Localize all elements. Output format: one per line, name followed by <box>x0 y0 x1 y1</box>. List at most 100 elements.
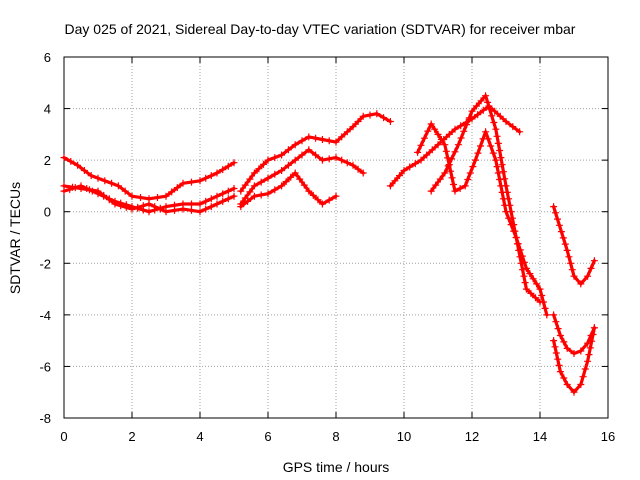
data-point <box>448 155 456 163</box>
data-point <box>162 192 170 200</box>
data-point <box>343 159 351 167</box>
data-point <box>162 208 170 216</box>
data-point <box>134 203 142 211</box>
data-point <box>587 264 595 272</box>
data-point <box>284 146 292 154</box>
data-point <box>568 266 576 274</box>
data-point <box>437 136 445 143</box>
data-point <box>501 175 509 183</box>
data-point <box>554 215 561 223</box>
data-point <box>538 292 546 299</box>
data-point <box>224 195 232 203</box>
data-point <box>447 167 455 175</box>
data-point <box>473 102 480 110</box>
data-point <box>291 169 299 177</box>
data-point <box>128 205 136 213</box>
data-point <box>219 166 227 174</box>
data-point <box>427 187 435 195</box>
data-point <box>448 174 456 182</box>
data-point <box>496 112 504 120</box>
data-point <box>529 275 537 283</box>
data-point <box>431 125 439 133</box>
data-point <box>502 182 510 190</box>
data-point <box>492 156 500 164</box>
data-point <box>202 205 210 213</box>
data-point <box>312 151 320 159</box>
y-tick-label: -2 <box>39 256 51 271</box>
data-point <box>508 214 516 222</box>
y-tick-label: 2 <box>44 153 51 168</box>
data-point <box>250 192 258 200</box>
data-point <box>202 197 210 205</box>
series-arc-10 <box>550 203 598 288</box>
data-point <box>567 259 575 267</box>
series-line <box>239 171 338 209</box>
data-point <box>325 137 333 145</box>
data-point <box>213 200 221 208</box>
data-point <box>499 168 507 176</box>
data-point <box>555 361 563 369</box>
data-point <box>554 355 562 363</box>
data-point <box>264 190 272 198</box>
data-point <box>428 146 436 154</box>
data-point <box>230 159 238 167</box>
data-point <box>380 114 388 122</box>
data-point <box>417 156 425 164</box>
data-point <box>260 160 267 168</box>
data-point <box>477 97 485 105</box>
chart-title: Day 025 of 2021, Sidereal Day-to-day VTE… <box>65 21 576 37</box>
data-point <box>442 147 450 155</box>
data-point <box>491 107 499 115</box>
data-point <box>560 338 568 346</box>
data-point <box>570 388 578 396</box>
data-point <box>434 130 442 138</box>
data-point <box>584 357 592 365</box>
data-point <box>359 169 367 177</box>
data-point <box>250 182 258 190</box>
x-tick-label: 6 <box>264 429 271 444</box>
data-point <box>536 285 544 293</box>
data-point <box>441 169 449 177</box>
data-point <box>457 134 465 142</box>
data-point <box>502 118 510 125</box>
data-point <box>349 161 357 169</box>
data-point <box>506 201 514 209</box>
data-point <box>494 139 502 147</box>
data-point <box>522 285 530 293</box>
data-point <box>522 264 530 272</box>
data-point <box>465 114 473 122</box>
data-point <box>332 138 340 146</box>
x-tick-label: 16 <box>601 429 615 444</box>
data-point <box>291 156 299 164</box>
data-point <box>565 253 573 261</box>
x-tick-label: 2 <box>128 429 135 444</box>
data-point <box>505 195 513 203</box>
data-point <box>373 110 381 118</box>
data-point <box>246 175 254 183</box>
data-point <box>173 184 181 192</box>
data-point <box>577 347 585 355</box>
data-point <box>309 191 317 199</box>
data-point <box>420 134 428 142</box>
data-point <box>296 175 304 183</box>
data-point <box>312 134 320 142</box>
data-point <box>444 154 452 162</box>
data-point <box>541 304 549 312</box>
data-point <box>188 200 195 208</box>
data-point <box>436 175 444 183</box>
grid <box>64 57 608 418</box>
data-point <box>584 272 592 280</box>
data-point <box>411 160 419 168</box>
data-point <box>338 156 346 164</box>
y-tick-label: -6 <box>39 359 51 374</box>
data-point <box>519 266 527 274</box>
data-point <box>278 182 286 190</box>
series-arc-8 <box>414 120 551 319</box>
data-point <box>451 148 459 156</box>
x-tick-label: 0 <box>60 429 67 444</box>
data-point <box>464 176 472 183</box>
data-point <box>224 187 232 195</box>
data-point <box>585 351 593 359</box>
data-point <box>154 194 161 201</box>
